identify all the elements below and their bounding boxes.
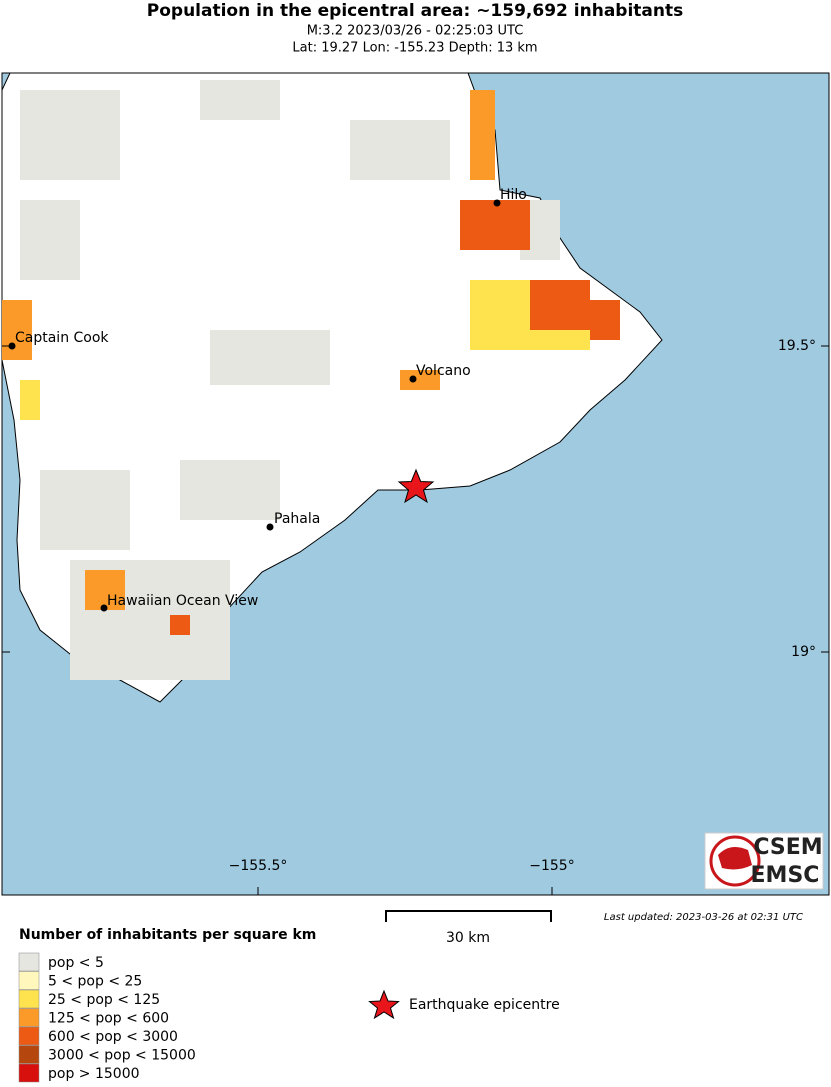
legend-label: 600 < pop < 3000 <box>48 1029 178 1045</box>
logo-text: CSEM <box>753 835 822 860</box>
place-label: Hawaiian Ocean View <box>107 593 258 609</box>
place-label: Hilo <box>500 187 527 203</box>
map: Hilo Captain Cook Volcano Pahala Hawaiia… <box>1 72 830 896</box>
title: Population in the epicentral area: ~159,… <box>147 1 683 21</box>
place-dot <box>100 604 108 612</box>
place-label: Pahala <box>274 511 320 527</box>
legend-label: Earthquake epicentre <box>409 997 560 1013</box>
legend-label: pop < 5 <box>48 955 104 971</box>
populated-areas <box>2 90 620 635</box>
legend-swatch <box>18 971 40 990</box>
legend-swatch <box>18 1045 40 1064</box>
logo-text: EMSC <box>751 863 820 888</box>
logo: CSEM EMSC <box>704 832 824 890</box>
legend-swatch <box>18 1026 40 1046</box>
legend-title: Number of inhabitants per square km <box>19 927 316 943</box>
place-dot <box>409 375 417 383</box>
scale-label: 30 km <box>446 930 490 946</box>
legend-swatch <box>18 1063 40 1083</box>
scale-bar <box>385 910 552 922</box>
legend-star <box>368 989 400 1020</box>
lat-label: 19.5° <box>778 338 816 354</box>
lon-label: −155° <box>529 858 574 874</box>
legend-label: 125 < pop < 600 <box>48 1011 169 1027</box>
last-updated: Last updated: 2023-03-26 at 02:31 UTC <box>604 912 803 923</box>
legend-swatch <box>18 1008 40 1027</box>
lat-label: 19° <box>791 644 816 660</box>
legend-swatch <box>18 952 40 972</box>
epicentre-star <box>397 468 435 504</box>
place-dot <box>266 523 274 531</box>
legend-label: 3000 < pop < 15000 <box>48 1048 196 1064</box>
place-label: Captain Cook <box>15 330 109 346</box>
legend-label: 5 < pop < 25 <box>48 974 142 990</box>
place-dot <box>493 199 501 207</box>
legend-swatch <box>18 989 40 1009</box>
place-dot <box>8 342 16 350</box>
subtitle: M:3.2 2023/03/26 - 02:25:03 UTC <box>307 24 524 39</box>
legend-label: 25 < pop < 125 <box>48 992 160 1008</box>
lon-label: −155.5° <box>229 858 288 874</box>
place-label: Volcano <box>416 363 471 379</box>
location: Lat: 19.27 Lon: -155.23 Depth: 13 km <box>292 41 537 56</box>
legend-label: pop > 15000 <box>48 1066 140 1082</box>
legend: pop < 5 5 < pop < 25 25 < pop < 125 125 < p… <box>18 952 196 1083</box>
